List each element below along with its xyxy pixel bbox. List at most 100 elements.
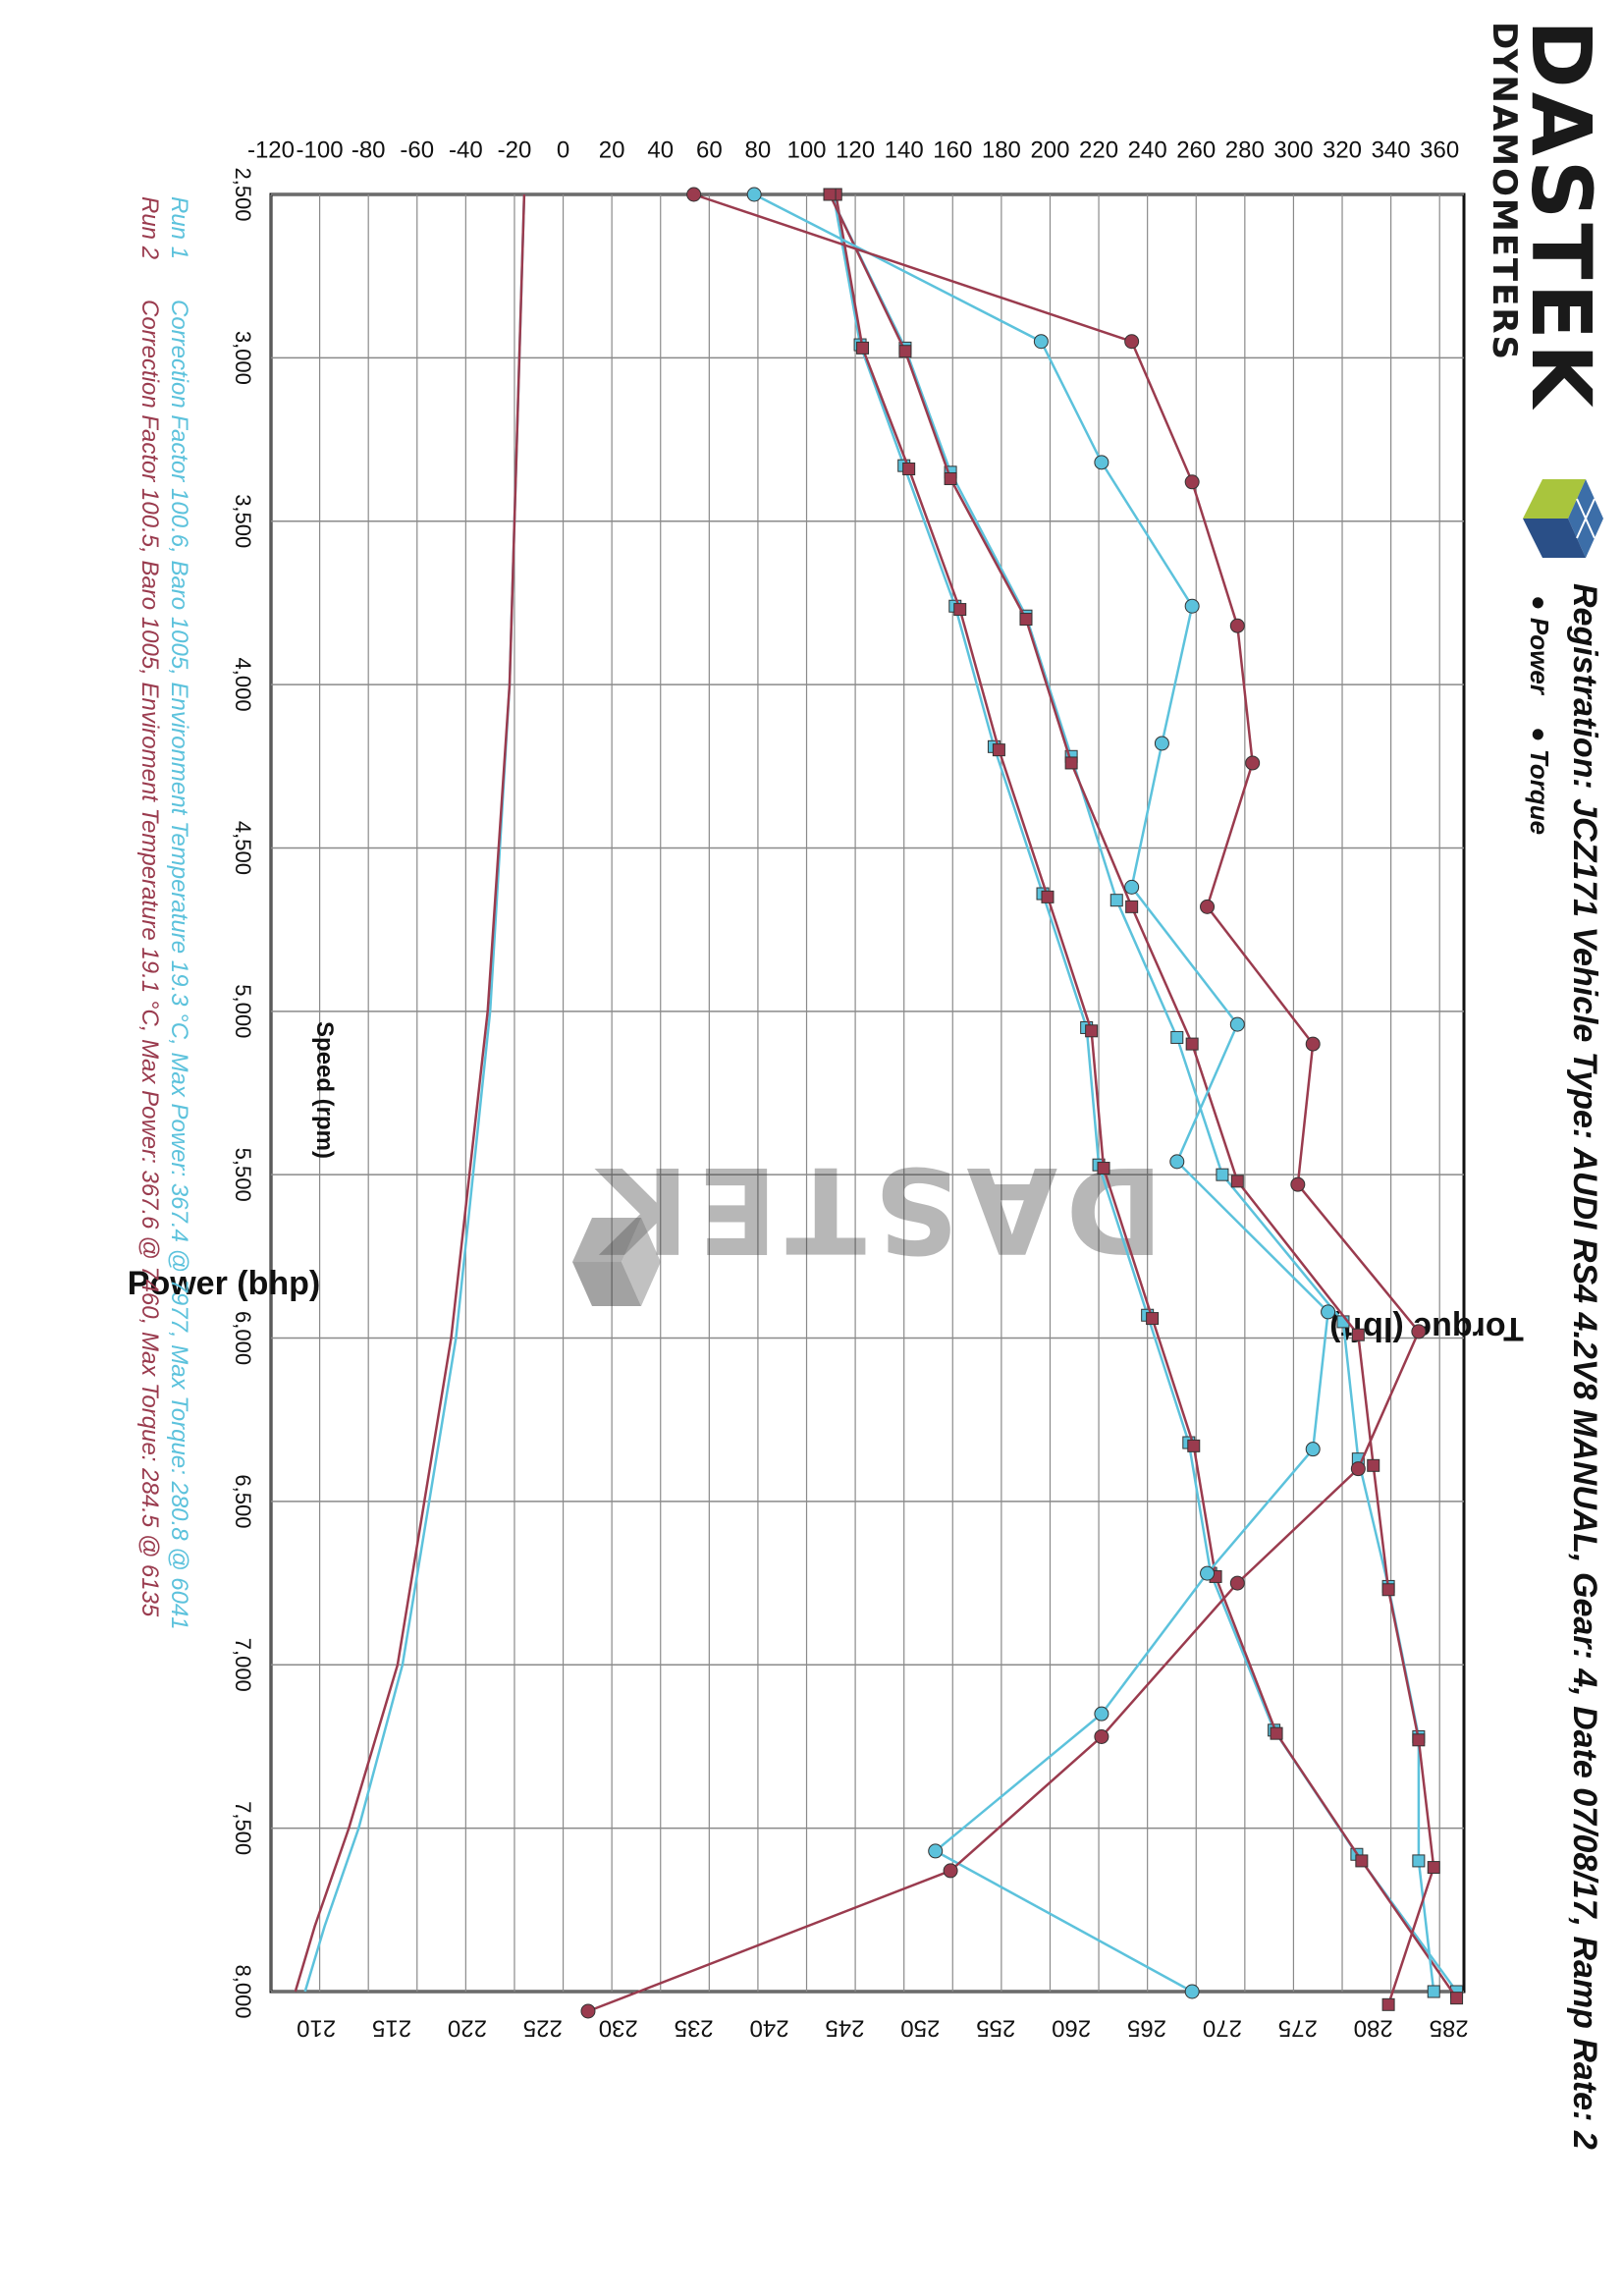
data-point-square [1064,756,1078,770]
data-point-square [1230,1175,1244,1188]
power-tick-label: 40 [647,137,674,163]
run2-info: Correction Factor 100.5, Baro 1005, Envi… [136,300,163,1617]
power-tick-label: 100 [786,137,826,163]
torque-tick-label: 280 [1354,2015,1393,2042]
torque-tick-label: 225 [523,2015,563,2042]
speed-tick-label: 8,000 [231,1964,255,2018]
power-tick-label: 0 [557,137,569,163]
data-point-circle [1154,736,1169,751]
data-point-square [1146,1312,1160,1326]
power-tick-label: 220 [1079,137,1118,163]
power-tick-label: 260 [1176,137,1216,163]
speed-tick-label: 3,000 [231,331,255,385]
torque-tick-label: 260 [1052,2015,1091,2042]
data-point-circle [928,1843,944,1859]
data-point-square [823,188,837,201]
data-point-circle [1411,1324,1427,1339]
speed-tick-label: 4,000 [231,658,255,712]
power-tick-label: 240 [1128,137,1167,163]
torque-axis-ticks: 210 215 220 225 230 235 240 245 250 255 260 265 270 2… [297,2015,1469,2042]
data-point-square [1109,894,1123,907]
series-line-run-1-torque-4 [753,192,1329,1994]
torque-tick-label: 240 [750,2015,789,2042]
power-axis-label: Power (bhp) [128,1265,320,1302]
data-point-circle [1184,474,1200,490]
watermark-cube-icon [572,1218,661,1306]
power-tick-label: 20 [599,137,625,163]
data-point-circle [1184,1984,1200,1999]
data-point-square [992,743,1005,757]
data-point-square [1270,1726,1283,1740]
torque-tick-label: 275 [1278,2015,1318,2042]
brand-name: DASTEK [1513,20,1609,411]
speed-axis-ticks: 2,500 3,000 3,500 4,000 4,500 5,000 5,500 6,000… [231,167,255,2018]
data-point-square [1085,1024,1099,1038]
power-tick-label: 120 [836,137,875,163]
torque-tick-label: 285 [1430,2015,1469,2042]
torque-tick-label: 245 [825,2015,864,2042]
series-line-run-1-power-loss0 [303,193,526,1993]
data-point-square [856,341,870,355]
data-point-circle [1245,755,1261,771]
run1-label: Run 1 [166,196,192,259]
run1-info: Correction Factor 100.6, Baro 1005, Envi… [166,300,192,1630]
power-tick-label: -60 [400,137,434,163]
brand-sub: DYNAMOMETERS [1485,22,1524,361]
series-layer [294,187,1464,2019]
power-tick-label: -100 [297,137,344,163]
torque-tick-label: 265 [1127,2015,1166,2042]
brand-cube-icon [1523,479,1603,558]
data-point-square [1041,890,1055,903]
data-point-square [944,471,957,485]
speed-tick-label: 7,000 [231,1638,255,1692]
data-point-square [1185,1037,1199,1051]
data-point-circle [1033,334,1049,350]
data-point-circle [1229,1575,1245,1591]
plot-frame [269,192,1466,1994]
data-point-square [1187,1439,1201,1452]
data-point-circle [1350,1461,1366,1477]
data-point-circle [1094,1728,1109,1744]
torque-tick-label: 235 [675,2015,714,2042]
data-point-square [1381,1583,1395,1597]
data-point-circle [1290,1176,1306,1192]
data-point-square [902,462,916,475]
power-tick-label: -40 [449,137,483,163]
svg-text:DASTEK: DASTEK [590,1140,1163,1277]
speed-tick-label: 5,000 [231,984,255,1038]
series-line-run-2-power-1 [835,193,1458,1999]
torque-tick-label: 210 [297,2015,336,2042]
data-point-square [953,603,967,617]
data-point-square [1097,1162,1110,1175]
data-point-circle [1305,1442,1321,1457]
power-marker-legend: ● Power [1525,595,1554,696]
data-point-circle [1094,455,1109,470]
data-point-circle [1229,618,1245,633]
data-point-circle [1124,879,1140,895]
dastek-watermark: DASTEK [590,1140,1163,1277]
data-point-circle [580,2003,596,2019]
series-line-run-1-torque-2 [828,193,1435,1993]
data-point-square [1367,1458,1380,1472]
data-point-square [1019,613,1033,627]
power-tick-label: 300 [1273,137,1313,163]
data-point-circle [1305,1036,1321,1052]
torque-tick-label: 215 [372,2015,411,2042]
data-point-circle [1229,1016,1245,1032]
power-tick-label: -120 [247,137,295,163]
data-point-square [1355,1854,1369,1868]
speed-tick-label: 6,000 [231,1311,255,1365]
data-point-square [1427,1985,1440,1998]
data-point-circle [746,187,762,202]
data-point-square [1170,1030,1184,1044]
speed-axis-label: Speed (rpm) [311,1021,338,1159]
run2-label: Run 2 [136,196,163,259]
series-line-run-2-torque-5 [587,192,1421,2013]
data-point-square [1412,1854,1426,1868]
power-tick-label: 360 [1420,137,1459,163]
speed-tick-label: 5,500 [231,1148,255,1202]
power-tick-label: 140 [885,137,924,163]
